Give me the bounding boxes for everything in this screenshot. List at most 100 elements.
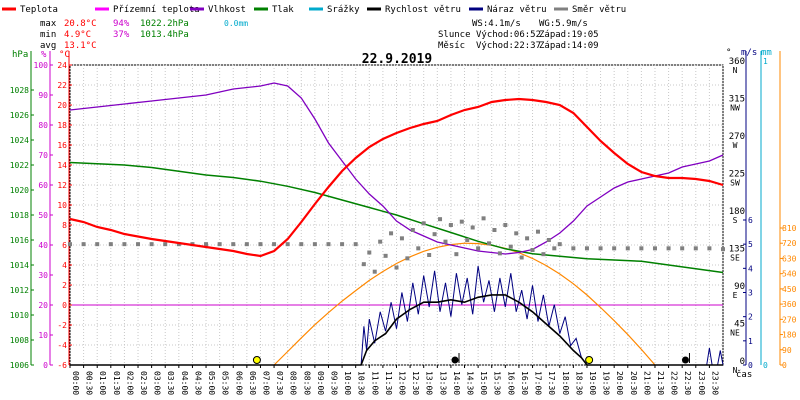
series-line-wind-gust bbox=[70, 265, 724, 366]
x-tick-label: 19:30 bbox=[602, 371, 611, 395]
stat-temp: 13.1°C bbox=[64, 41, 97, 51]
series-point-wind-direction bbox=[535, 229, 540, 234]
tick-label: 20 bbox=[38, 301, 48, 310]
sun-times-label: Slunce bbox=[438, 30, 471, 40]
series-point-wind-direction bbox=[217, 242, 222, 247]
stat-humidity: 37% bbox=[113, 30, 130, 40]
series-line-pressure bbox=[69, 161, 724, 274]
x-tick-label: 12:30 bbox=[411, 371, 420, 395]
x-tick-label: 16:00 bbox=[506, 371, 515, 395]
series-layer bbox=[68, 82, 725, 366]
tick-label: 1012 bbox=[10, 286, 29, 295]
series-point-wind-direction bbox=[427, 253, 432, 257]
stat-rain: 0.0mm bbox=[224, 19, 248, 28]
stat-pressure: 1013.4hPa bbox=[140, 30, 189, 40]
series-point-wind-direction bbox=[244, 242, 249, 247]
dir-tick-label: 45 bbox=[734, 320, 745, 330]
x-tick-label: 20:00 bbox=[615, 371, 624, 395]
series-point-wind-direction bbox=[497, 251, 502, 256]
tick-label: 1026 bbox=[10, 111, 29, 120]
stat-label: max bbox=[40, 19, 57, 29]
x-tick-label: 09:30 bbox=[329, 371, 338, 395]
series-point-wind-direction bbox=[530, 248, 535, 252]
series-point-wind-direction bbox=[707, 246, 712, 251]
x-tick-label: 11:30 bbox=[384, 371, 393, 395]
series-point-wind-direction bbox=[204, 242, 209, 247]
sun-tick-label: 180 bbox=[782, 331, 797, 340]
legend-label: Tlak bbox=[272, 5, 294, 15]
x-tick-label: 09:00 bbox=[316, 371, 325, 395]
series-point-wind-direction bbox=[481, 216, 486, 221]
series-point-wind-direction bbox=[476, 246, 481, 251]
x-tick-label: 17:30 bbox=[547, 371, 556, 395]
x-tick-label: 05:00 bbox=[207, 371, 216, 395]
x-tick-label: 00:30 bbox=[85, 371, 94, 395]
hpa-axis-label: hPa bbox=[12, 50, 28, 60]
x-tick-label: 04:00 bbox=[180, 371, 189, 395]
series-point-wind-direction bbox=[312, 242, 317, 247]
tick-label: 90 bbox=[38, 91, 48, 100]
tick-label: 1028 bbox=[10, 86, 29, 95]
x-tick-label: 21:30 bbox=[656, 371, 665, 395]
series-point-wind-direction bbox=[399, 236, 404, 241]
tick-label: 1014 bbox=[10, 261, 29, 270]
series-point-wind-direction bbox=[378, 239, 383, 244]
x-tick-label: 12:00 bbox=[398, 371, 407, 395]
legend-label: Přízemní teplota bbox=[113, 5, 200, 15]
rain-tick-label: 0 bbox=[763, 361, 768, 370]
series-point-wind-direction bbox=[503, 223, 508, 227]
tick-label: 4 bbox=[62, 261, 67, 270]
dir-tick-label: 270 bbox=[729, 132, 745, 142]
tick-label: -2 bbox=[57, 321, 67, 330]
rain-axis-label: mm bbox=[761, 48, 772, 58]
series-point-wind-direction bbox=[383, 253, 388, 258]
x-tick-label: 17:00 bbox=[534, 371, 543, 395]
series-point-wind-direction bbox=[405, 256, 410, 261]
series-point-wind-direction bbox=[612, 246, 617, 251]
series-point-wind-direction bbox=[285, 242, 290, 247]
series-point-wind-direction bbox=[557, 242, 562, 247]
stat-temp: 4.9°C bbox=[64, 30, 91, 40]
series-point-wind-direction bbox=[639, 246, 644, 251]
x-tick-label: 23:30 bbox=[710, 371, 719, 395]
sun-tick-label: 810 bbox=[782, 224, 797, 233]
tick-label: 40 bbox=[38, 241, 48, 250]
x-tick-label: 08:00 bbox=[289, 371, 298, 395]
stat-humidity: 94% bbox=[113, 19, 130, 29]
series-point-wind-direction bbox=[149, 242, 154, 247]
tick-label: 10 bbox=[57, 201, 67, 210]
series-point-wind-direction bbox=[326, 242, 331, 247]
x-tick-label: 18:00 bbox=[561, 371, 570, 395]
series-point-wind-direction bbox=[68, 242, 72, 247]
dir-tick-compass: W bbox=[733, 141, 738, 150]
x-tick-label: 13:30 bbox=[438, 371, 447, 395]
sunset-time: Západ:19:05 bbox=[539, 30, 599, 40]
dir-tick-label: 90 bbox=[734, 282, 745, 292]
wind-gust-stat: WG:5.9m/s bbox=[539, 19, 588, 29]
moonset-marker bbox=[451, 356, 459, 364]
series-point-wind-direction bbox=[367, 250, 372, 255]
tick-label: 2 bbox=[62, 281, 67, 290]
series-point-wind-direction bbox=[693, 246, 698, 251]
wind-tick-label: 2 bbox=[748, 313, 753, 322]
dir-tick-compass: SE bbox=[730, 254, 740, 263]
tick-label: 16 bbox=[57, 141, 67, 150]
pct-axis-label: % bbox=[41, 50, 47, 60]
moonset-time: Západ:14:09 bbox=[539, 41, 599, 51]
stats: max 20.8°C 94% 1022.2hPa 0.0mm min 4.9°C 37% 101… bbox=[40, 19, 599, 51]
series-point-wind-direction bbox=[438, 217, 443, 222]
moonrise-marker bbox=[681, 356, 689, 364]
series-point-wind-direction bbox=[108, 242, 113, 247]
dir-tick-label: 225 bbox=[729, 170, 745, 180]
sunrise-time: Východ:06:52 bbox=[476, 30, 541, 40]
x-tick-label: 04:30 bbox=[193, 371, 202, 395]
series-point-wind-direction bbox=[666, 246, 671, 251]
tick-label: 24 bbox=[57, 61, 67, 70]
dir-tick-compass: N bbox=[733, 66, 738, 75]
dir-tick-compass: E bbox=[733, 291, 738, 300]
x-tick-label: 22:00 bbox=[670, 371, 679, 395]
legend-label: Srážky bbox=[327, 5, 360, 15]
x-tick-label: 03:00 bbox=[153, 371, 162, 395]
tick-label: 50 bbox=[38, 211, 48, 220]
dir-axis-label: ° bbox=[726, 48, 731, 58]
